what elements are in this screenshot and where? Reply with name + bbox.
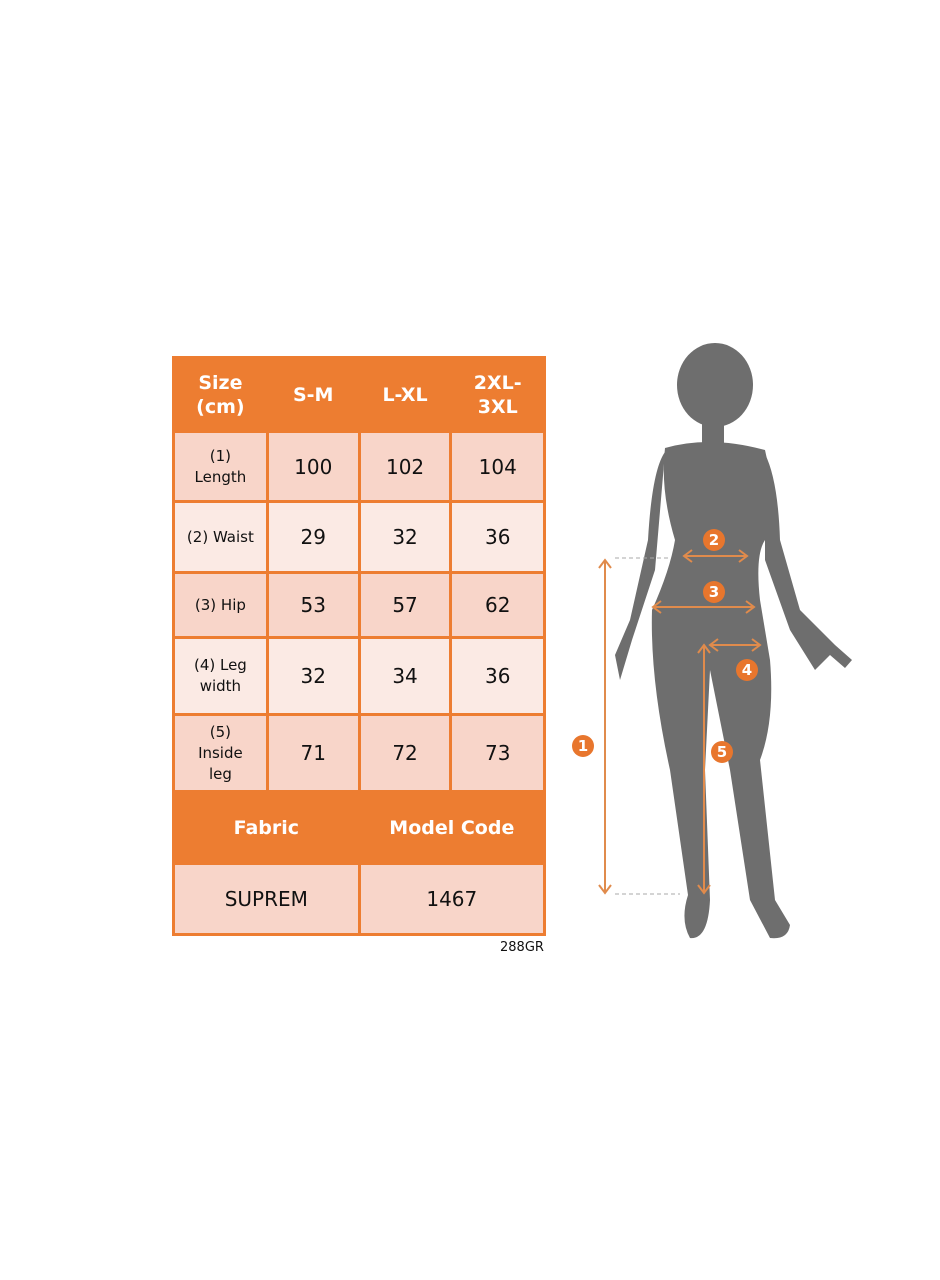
marker-1: 1 xyxy=(578,737,588,755)
table-row: (4) Leg width 32 34 36 xyxy=(172,636,546,716)
fabric-value: SUPREM xyxy=(172,862,361,936)
cell: 29 xyxy=(265,500,361,574)
silhouette-icon xyxy=(615,343,852,939)
table-row: (1) Length 100 102 104 xyxy=(172,430,546,503)
fabric-header-row: Fabric Model Code xyxy=(172,790,547,865)
cell: 73 xyxy=(449,713,546,793)
cell: 71 xyxy=(265,713,361,793)
cell: 102 xyxy=(357,430,453,503)
cell: 62 xyxy=(449,571,546,639)
cell: 104 xyxy=(449,430,546,503)
table-row: (5) Inside leg 71 72 73 xyxy=(172,713,546,793)
header-size: Size (cm) xyxy=(172,356,269,433)
row-label: (2) Waist xyxy=(172,500,269,574)
cell: 53 xyxy=(265,571,361,639)
cell: 57 xyxy=(357,571,453,639)
row-label: (4) Leg width xyxy=(172,636,269,716)
fabric-header: Fabric xyxy=(172,790,361,865)
row-label: (5) Inside leg xyxy=(172,713,269,793)
cell: 36 xyxy=(449,636,546,716)
guide-lines xyxy=(615,557,680,895)
marker-badges xyxy=(572,529,758,763)
fabric-row: SUPREM 1467 xyxy=(172,862,547,936)
row-label: (1) Length xyxy=(172,430,269,503)
measurement-arrows xyxy=(598,549,762,895)
cell: 36 xyxy=(449,500,546,574)
header-row: Size (cm) S-M L-XL 2XL- 3XL xyxy=(172,356,546,433)
header-2xl-3xl: 2XL- 3XL xyxy=(449,356,546,433)
cell: 32 xyxy=(357,500,453,574)
sku-label: 288GR xyxy=(500,940,544,955)
table-row: (2) Waist 29 32 36 xyxy=(172,500,546,574)
body-silhouette: 1 2 3 4 5 xyxy=(572,343,852,939)
cell: 32 xyxy=(265,636,361,716)
marker-2: 2 xyxy=(709,531,719,549)
marker-3: 3 xyxy=(709,583,719,601)
header-l-xl: L-XL xyxy=(357,356,453,433)
model-code-header: Model Code xyxy=(357,790,547,865)
header-s-m: S-M xyxy=(265,356,361,433)
cell: 72 xyxy=(357,713,453,793)
marker-5: 5 xyxy=(717,743,727,761)
cell: 100 xyxy=(265,430,361,503)
size-table: Size (cm) S-M L-XL 2XL- 3XL (1) Length 1… xyxy=(172,356,547,936)
row-label: (3) Hip xyxy=(172,571,269,639)
marker-4: 4 xyxy=(742,661,752,679)
model-code-value: 1467 xyxy=(357,862,547,936)
cell: 34 xyxy=(357,636,453,716)
table-row: (3) Hip 53 57 62 xyxy=(172,571,546,639)
